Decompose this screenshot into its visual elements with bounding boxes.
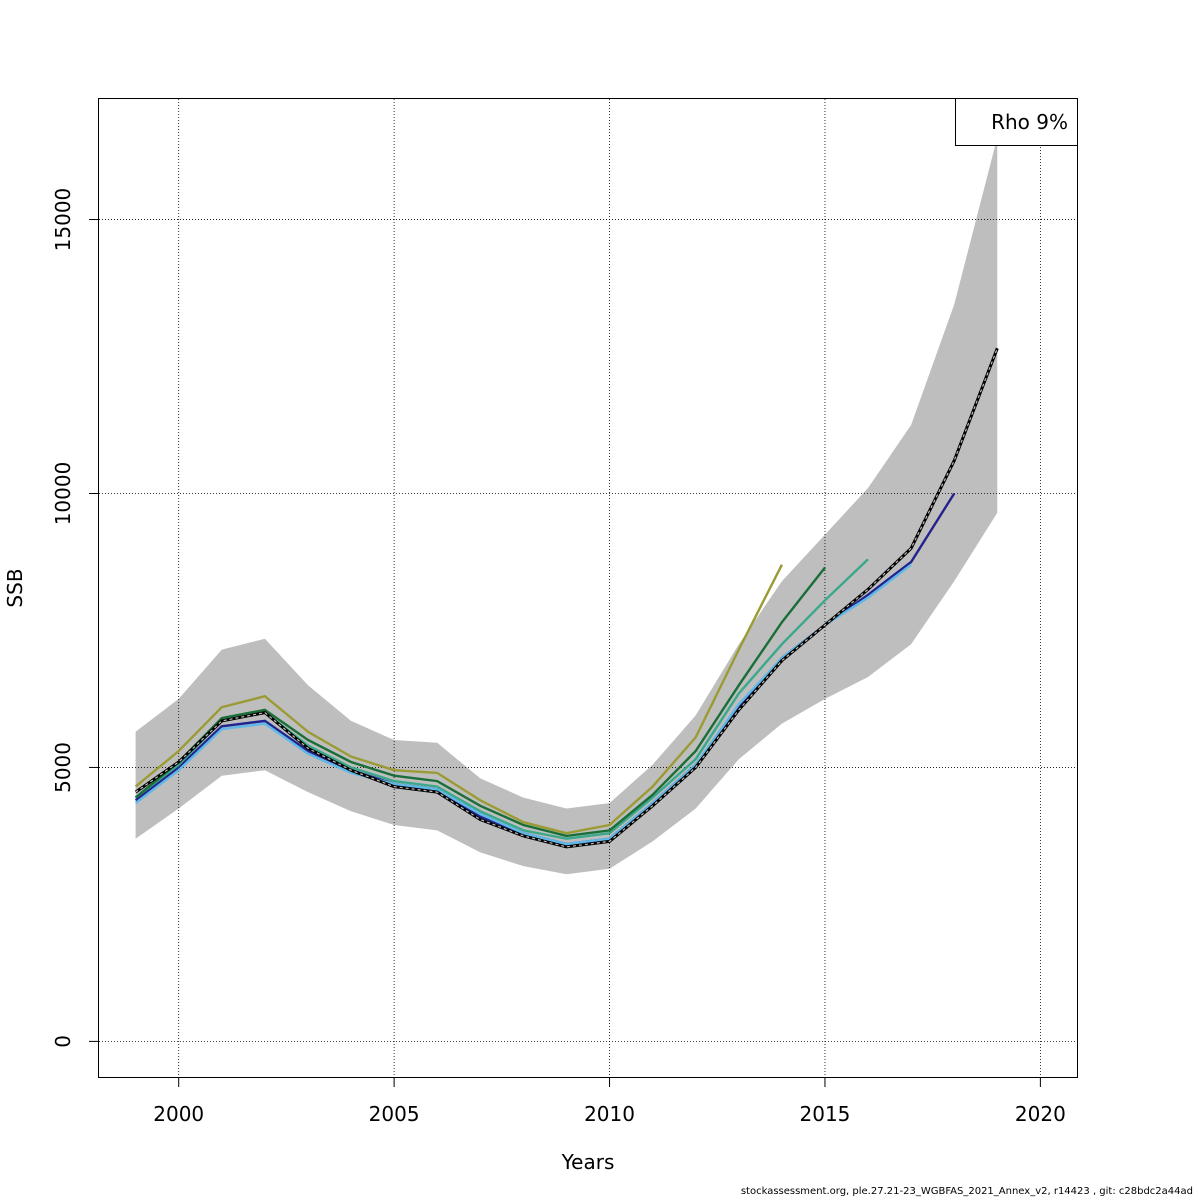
legend-box — [955, 98, 1078, 146]
series-line — [134, 563, 912, 846]
y-tick-label: 0 — [51, 1035, 75, 1048]
legend: Rho 9% — [955, 98, 1078, 146]
x-tick-label: 2020 — [1015, 1102, 1066, 1126]
x-tick-label: 2010 — [584, 1102, 635, 1126]
x-axis: 2000 2005 2010 2015 2020 — [153, 1077, 1066, 1126]
series-line — [134, 564, 783, 835]
legend-rho-text: Rho 9% — [991, 110, 1068, 134]
y-axis-title: SSB — [3, 568, 27, 607]
grid-layer — [99, 99, 1077, 1077]
plot-frame — [98, 98, 1078, 1078]
y-tick-label: 15000 — [51, 188, 75, 252]
x-tick-label: 2005 — [369, 1102, 420, 1126]
series-layer — [134, 347, 999, 849]
series-line — [134, 566, 826, 838]
x-tick-label: 2000 — [153, 1102, 204, 1126]
y-axis: 0 5000 10000 15000 — [51, 188, 99, 1048]
x-axis-title: Years — [561, 1150, 615, 1174]
y-tick-label: 5000 — [51, 742, 75, 793]
x-tick-label: 2015 — [800, 1102, 851, 1126]
y-tick-label: 10000 — [51, 462, 75, 526]
confidence-band — [135, 137, 998, 875]
series-line-dash — [135, 348, 998, 848]
confidence-band-layer — [135, 137, 998, 875]
footer-source: stockassessment.org, ple.27.21-23_WGBFAS… — [740, 1186, 1193, 1197]
